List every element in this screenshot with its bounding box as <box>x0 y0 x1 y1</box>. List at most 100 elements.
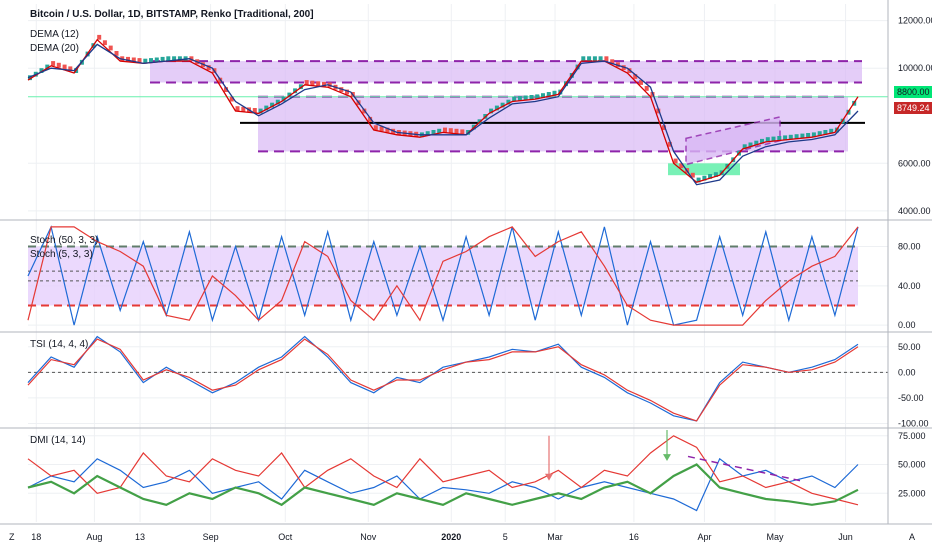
y-tick-label: 25.000 <box>898 488 926 498</box>
x-tick-label: 18 <box>31 532 41 542</box>
renko-brick <box>322 81 326 87</box>
renko-brick <box>206 65 211 70</box>
renko-brick <box>235 106 240 111</box>
renko-brick <box>662 125 666 131</box>
renko-brick <box>598 56 603 62</box>
renko-brick <box>587 56 592 62</box>
renko-brick <box>443 127 447 133</box>
renko-brick <box>126 56 130 62</box>
renko-brick <box>500 102 505 108</box>
x-tick-label: 5 <box>503 532 508 542</box>
renko-brick <box>345 89 349 95</box>
renko-brick <box>610 59 615 65</box>
y-tick-label: 50.000 <box>898 460 926 470</box>
arrow-head-green <box>663 454 671 462</box>
renko-brick <box>800 133 805 139</box>
renko-brick <box>379 126 384 132</box>
renko-brick <box>754 140 759 146</box>
green-zone-box <box>668 163 740 176</box>
renko-brick <box>241 106 246 112</box>
renko-brick <box>535 94 540 100</box>
y-tick-label: -50.00 <box>898 393 924 403</box>
x-tick-label: Jun <box>838 532 853 542</box>
renko-brick <box>264 105 269 111</box>
x-tick-label: 13 <box>135 532 145 542</box>
renko-brick <box>644 86 649 91</box>
renko-brick <box>425 131 430 136</box>
renko-brick <box>765 137 770 142</box>
renko-brick <box>177 56 182 62</box>
renko-brick <box>131 57 136 63</box>
renko-brick <box>748 142 753 148</box>
renko-brick <box>252 108 257 113</box>
y-tick-label: 0.00 <box>898 367 916 377</box>
renko-brick <box>702 175 707 181</box>
dmi-pane[interactable] <box>27 430 859 512</box>
timezone-label[interactable]: Z <box>9 532 15 542</box>
renko-brick <box>512 96 517 102</box>
y-tick-label: 4000.00 <box>898 206 931 216</box>
renko-brick <box>541 93 545 98</box>
x-tick-label: Mar <box>547 532 563 542</box>
y-tick-label: 0.00 <box>898 320 916 330</box>
renko-brick <box>56 62 61 68</box>
renko-brick <box>437 128 442 134</box>
legend-stoch-5: Stoch (5, 3, 3) <box>30 249 93 260</box>
renko-brick <box>823 130 828 135</box>
stochastic-pane[interactable] <box>27 225 859 326</box>
renko-brick <box>673 158 678 164</box>
renko-brick <box>310 80 315 86</box>
renko-brick <box>137 58 142 63</box>
dema-20-line <box>27 43 859 186</box>
renko-brick <box>690 172 695 178</box>
renko-brick <box>523 95 528 101</box>
x-tick-label: Sep <box>203 532 219 542</box>
badge-level: 8800.00 <box>894 86 932 98</box>
renko-brick <box>229 96 234 102</box>
renko-brick <box>829 128 834 134</box>
renko-brick <box>68 66 73 72</box>
renko-brick <box>506 99 511 105</box>
tsi-line <box>27 335 859 422</box>
renko-brick <box>788 134 793 140</box>
renko-brick <box>696 177 701 183</box>
renko-brick <box>45 64 50 70</box>
renko-brick <box>316 81 321 87</box>
dmi-plus-line <box>27 457 859 512</box>
renko-brick <box>293 88 298 94</box>
renko-brick <box>494 105 499 111</box>
renko-brick <box>270 102 275 108</box>
x-tick-label: Oct <box>278 532 293 542</box>
renko-brick <box>454 128 459 134</box>
badge-last: 8749.24 <box>894 102 932 114</box>
y-tick-label: -100.00 <box>898 418 929 428</box>
renko-brick <box>28 75 32 81</box>
renko-brick <box>639 80 643 85</box>
x-tick-label: May <box>766 532 784 542</box>
renko-brick <box>581 56 586 62</box>
legend-dmi: DMI (14, 14) <box>30 435 86 446</box>
y-tick-label: 10000.00 <box>898 63 932 73</box>
renko-brick <box>742 144 747 150</box>
adx-line <box>27 463 859 507</box>
renko-brick <box>224 87 228 92</box>
renko-brick <box>667 141 672 147</box>
renko-brick <box>39 68 44 73</box>
renko-brick <box>281 96 286 102</box>
renko-brick <box>633 74 638 79</box>
renko-brick <box>172 56 177 62</box>
price-pane[interactable] <box>27 34 888 186</box>
renko-brick <box>431 130 436 135</box>
renko-brick <box>806 133 811 138</box>
autoscale-label[interactable]: A <box>909 532 915 542</box>
renko-brick <box>592 56 597 62</box>
renko-brick <box>51 61 56 66</box>
tsi-pane[interactable] <box>27 335 888 422</box>
x-tick-label: 2020 <box>441 532 461 542</box>
badge-last-text: 8749.24 <box>897 103 930 113</box>
renko-brick <box>373 125 378 131</box>
arrow-head-red <box>545 473 553 481</box>
renko-brick <box>713 172 718 177</box>
